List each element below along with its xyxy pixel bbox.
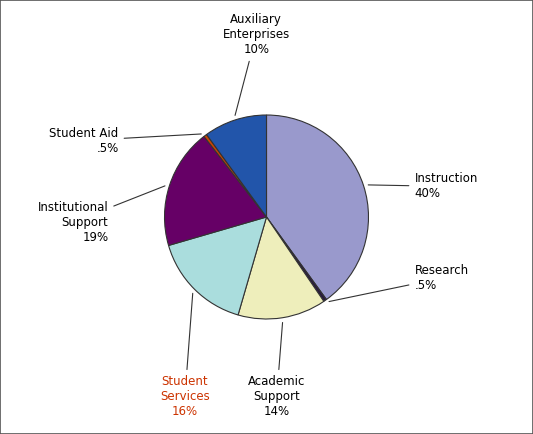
Text: Academic
Support
14%: Academic Support 14% bbox=[248, 322, 305, 418]
Text: Instruction
40%: Instruction 40% bbox=[368, 172, 478, 201]
Wedge shape bbox=[238, 217, 324, 319]
Wedge shape bbox=[204, 135, 266, 217]
Text: Auxiliary
Enterprises
10%: Auxiliary Enterprises 10% bbox=[223, 13, 290, 115]
Wedge shape bbox=[165, 136, 266, 246]
Wedge shape bbox=[266, 217, 326, 301]
Text: Student
Services
16%: Student Services 16% bbox=[160, 293, 210, 418]
Text: Institutional
Support
19%: Institutional Support 19% bbox=[38, 186, 165, 243]
Wedge shape bbox=[207, 115, 266, 217]
Wedge shape bbox=[168, 217, 266, 315]
Text: Student Aid
.5%: Student Aid .5% bbox=[50, 126, 201, 155]
Wedge shape bbox=[266, 115, 368, 299]
Text: Research
.5%: Research .5% bbox=[329, 264, 469, 302]
